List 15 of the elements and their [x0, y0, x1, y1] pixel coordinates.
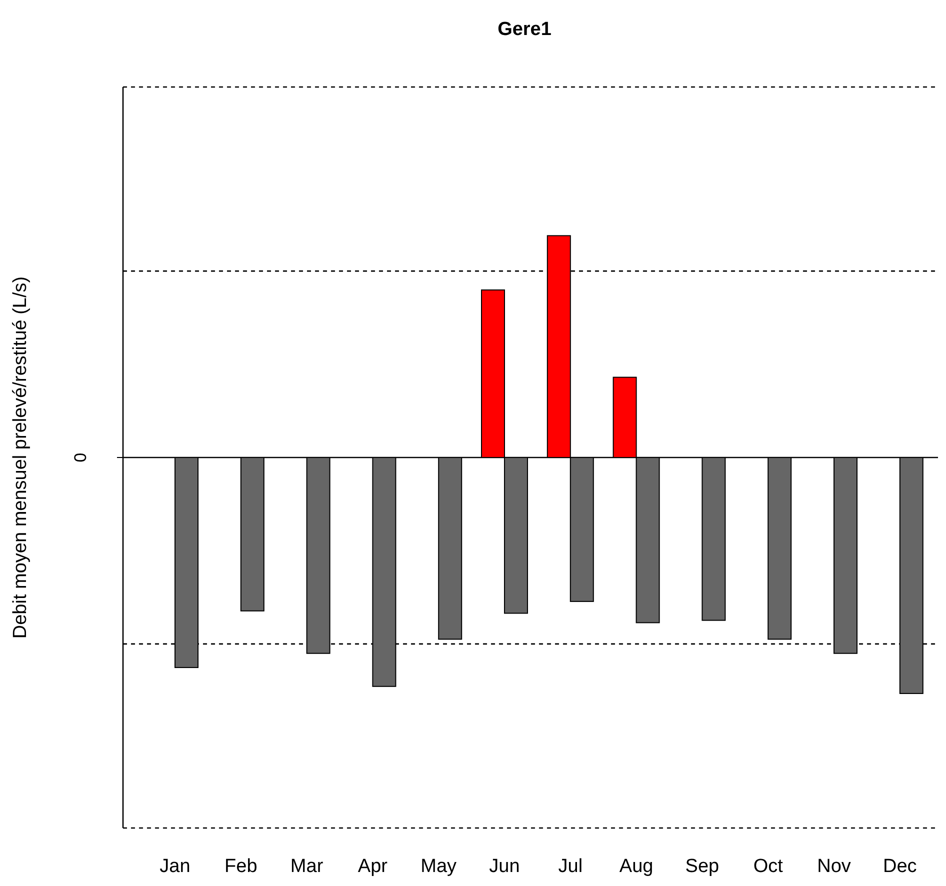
y-axis-title: Debit moyen mensuel prelevé/restitué (L/s)	[10, 276, 31, 639]
x-tick-label: Nov	[817, 856, 852, 877]
x-tick-label: Mar	[290, 856, 324, 877]
x-tick-label: Feb	[224, 856, 258, 877]
x-tick-label: Jun	[489, 856, 520, 877]
x-tick-label: Aug	[619, 856, 654, 877]
ref-line-label: 0	[71, 452, 90, 462]
chart-title: Gere1	[498, 19, 552, 40]
x-tick-label: May	[420, 856, 458, 877]
x-tick-label: Oct	[753, 856, 784, 877]
x-tick-label: Dec	[883, 856, 917, 877]
x-tick-label: Jan	[160, 856, 190, 877]
x-tick-label: Apr	[358, 856, 388, 877]
x-tick-label: Sep	[685, 856, 720, 877]
x-tick-label: Jul	[558, 856, 583, 877]
